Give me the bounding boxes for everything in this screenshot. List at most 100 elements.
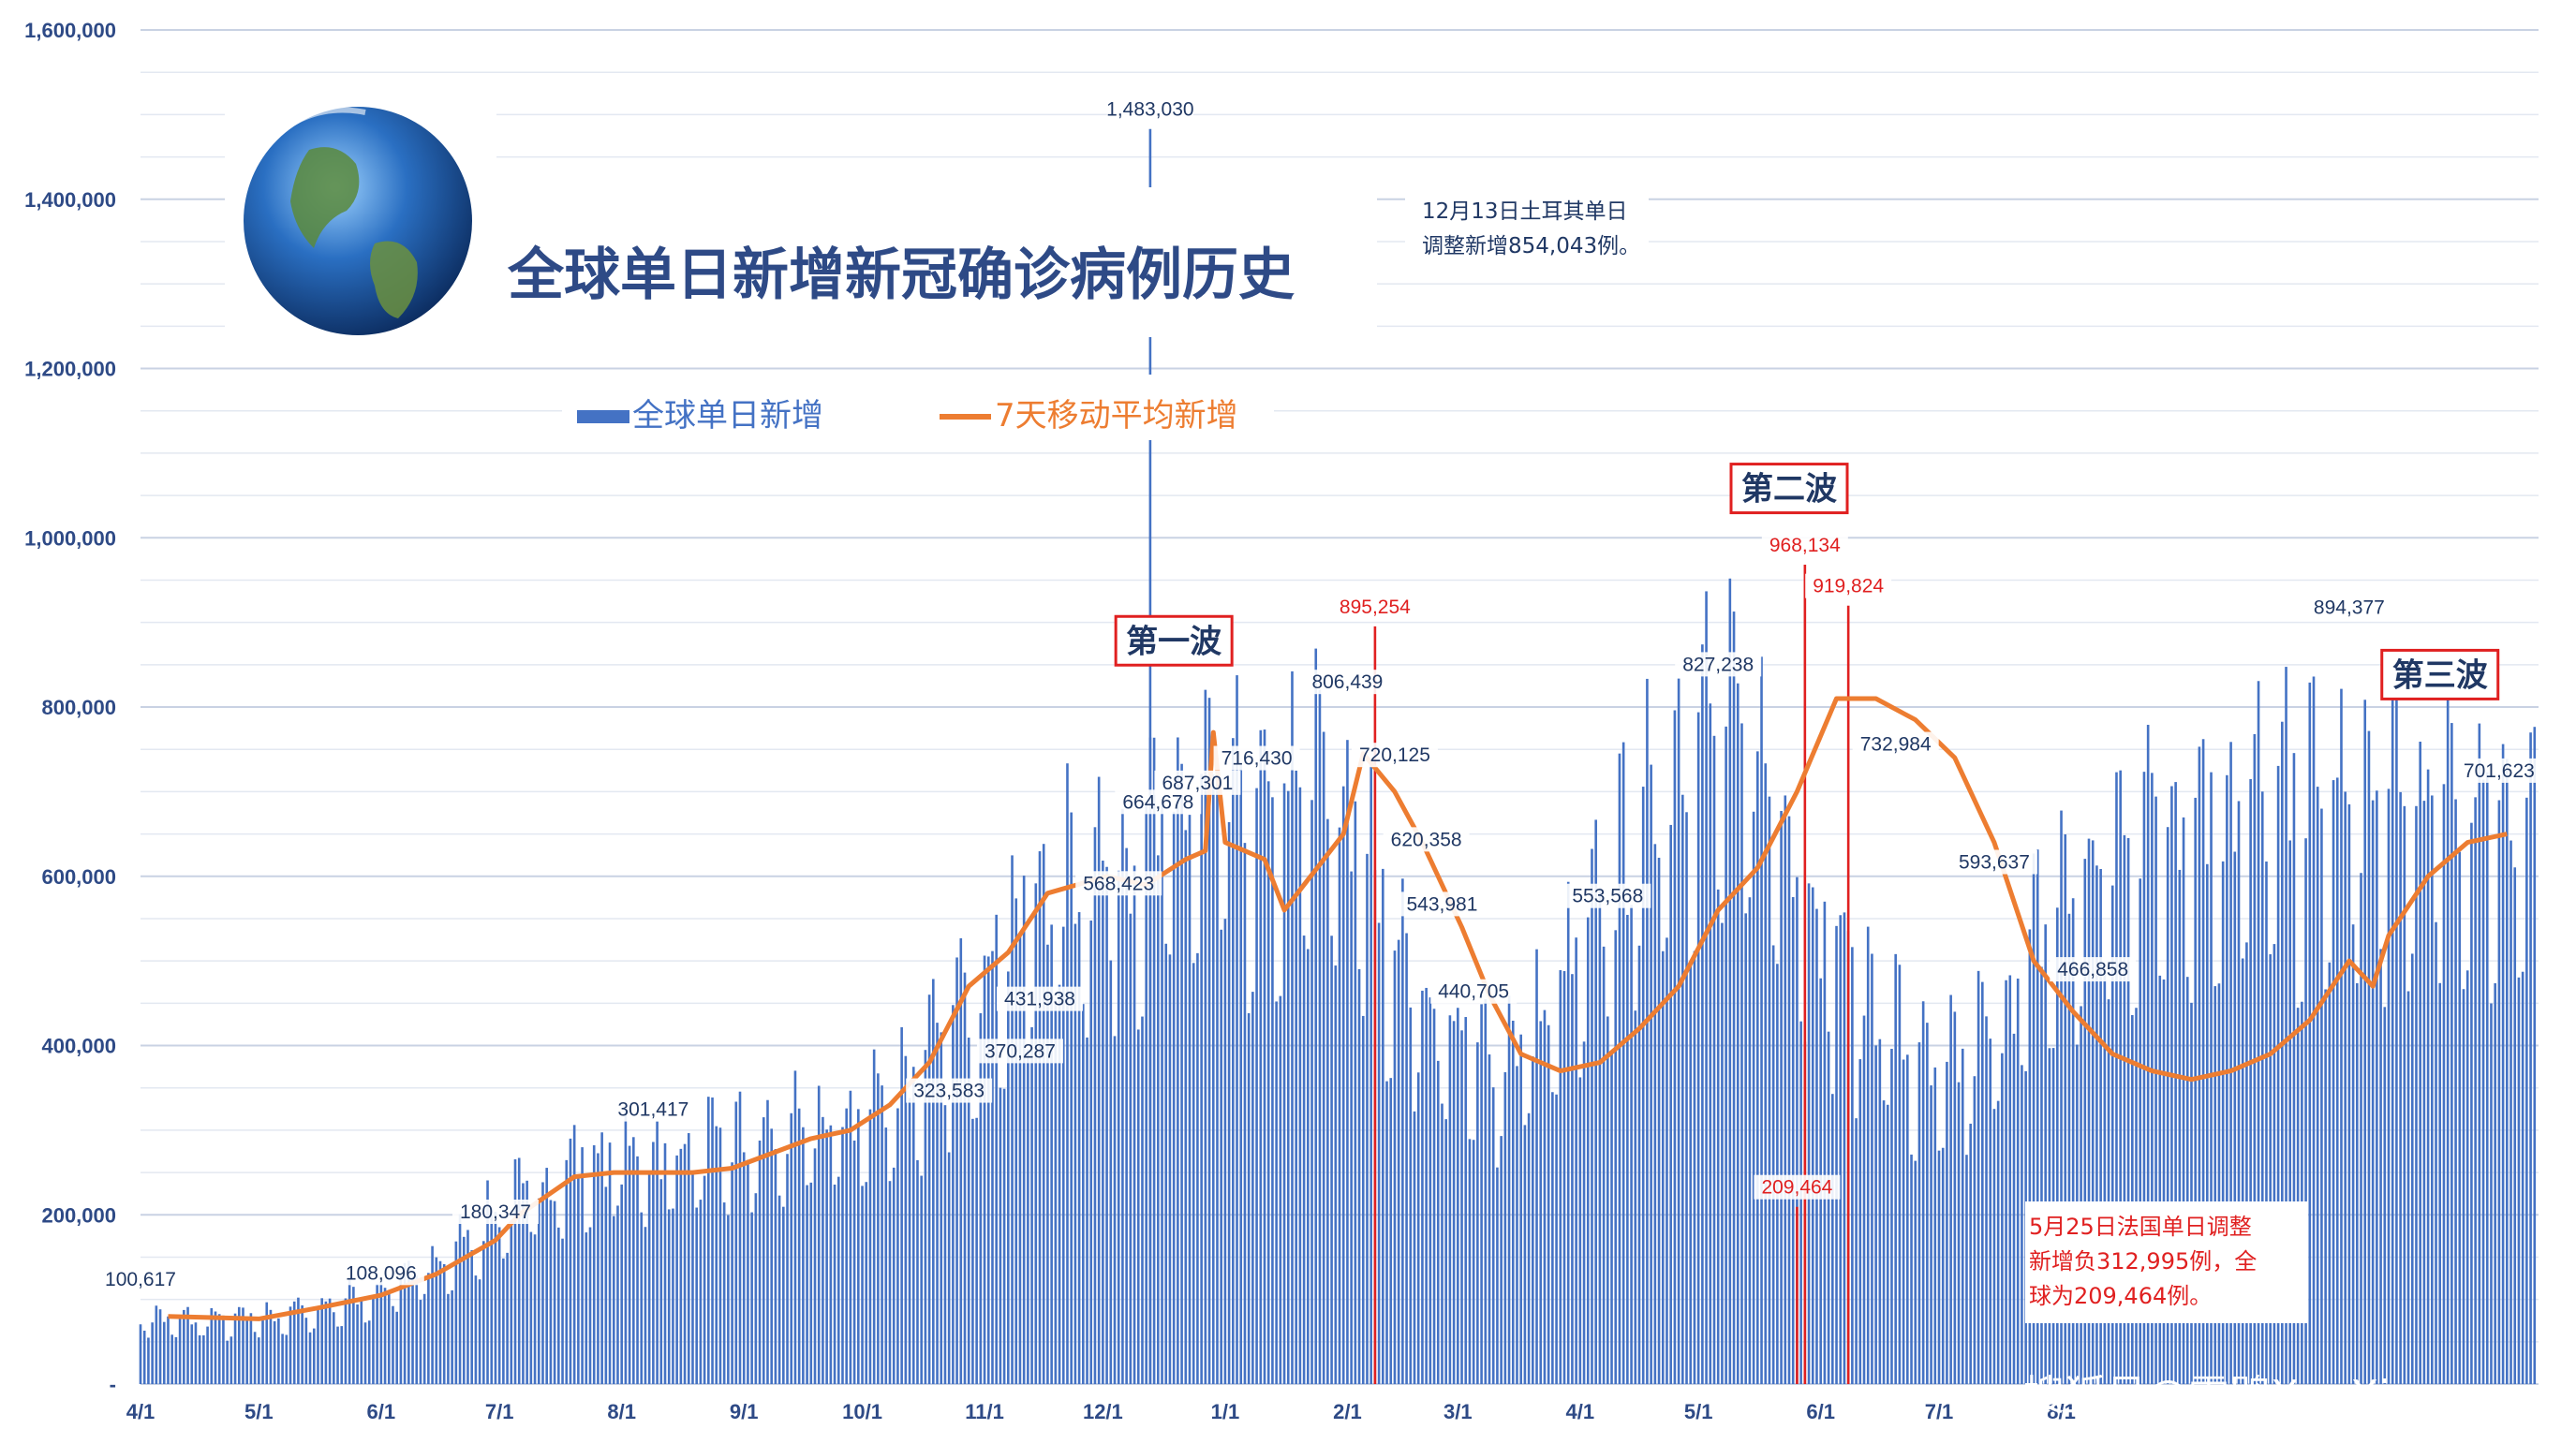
daily-bar bbox=[2115, 772, 2118, 1384]
daily-bar bbox=[2347, 803, 2351, 1384]
turkey-annotation: 12月13日土耳其单日 调整新增854,043例。 bbox=[1405, 187, 1649, 268]
daily-bar bbox=[447, 1293, 450, 1384]
daily-bar bbox=[707, 1097, 710, 1384]
daily-bar bbox=[1559, 970, 1562, 1384]
daily-bar bbox=[881, 1085, 883, 1384]
daily-bar bbox=[1981, 981, 1984, 1384]
daily-bar bbox=[367, 1320, 371, 1384]
daily-bar bbox=[2351, 924, 2355, 1384]
data-label: 701,623 bbox=[2464, 760, 2535, 782]
daily-bar bbox=[2257, 681, 2260, 1384]
daily-bar bbox=[340, 1326, 344, 1384]
daily-bar bbox=[644, 1227, 647, 1384]
daily-bar bbox=[1093, 827, 1097, 1384]
daily-bar bbox=[1086, 1037, 1088, 1384]
daily-bar bbox=[2241, 958, 2244, 1384]
x-tick-label: 5/1 bbox=[1684, 1400, 1713, 1423]
daily-bar bbox=[1637, 945, 1641, 1384]
daily-bar bbox=[190, 1324, 194, 1384]
daily-bar bbox=[1736, 683, 1740, 1384]
turkey-annotation-line-2: 调整新增854,043例。 bbox=[1422, 234, 1640, 258]
daily-bar bbox=[2438, 982, 2442, 1384]
daily-bar bbox=[2470, 822, 2473, 1384]
daily-bar bbox=[911, 1067, 915, 1384]
daily-bar bbox=[1921, 1001, 1925, 1384]
daily-bar bbox=[1357, 968, 1361, 1384]
daily-bar bbox=[242, 1307, 244, 1384]
daily-bar bbox=[1503, 1071, 1507, 1384]
daily-bar bbox=[663, 1142, 667, 1384]
daily-bar bbox=[2154, 796, 2157, 1384]
daily-bar bbox=[1152, 737, 1156, 1384]
data-label: 301,417 bbox=[617, 1099, 688, 1121]
daily-bar bbox=[1532, 1056, 1534, 1384]
daily-bar bbox=[2119, 770, 2122, 1384]
daily-bar bbox=[194, 1322, 198, 1384]
daily-bar bbox=[237, 1306, 241, 1384]
daily-bar bbox=[1851, 947, 1854, 1384]
data-label: 716,430 bbox=[1221, 748, 1293, 770]
daily-bar bbox=[2158, 975, 2162, 1384]
daily-bar bbox=[1236, 675, 1238, 1384]
data-label: 687,301 bbox=[1162, 773, 1233, 794]
data-label-backdrop bbox=[1399, 891, 1486, 917]
data-label-backdrop bbox=[1304, 670, 1391, 695]
daily-bar bbox=[222, 1315, 225, 1384]
daily-bar bbox=[577, 1178, 580, 1384]
daily-bar bbox=[979, 1012, 983, 1384]
title-backdrop bbox=[496, 187, 1377, 337]
daily-bar bbox=[963, 972, 967, 1384]
daily-bar bbox=[806, 1185, 808, 1384]
daily-bar bbox=[1129, 913, 1133, 1384]
daily-bar bbox=[1157, 855, 1160, 1384]
daily-bar bbox=[202, 1334, 205, 1384]
x-tick-label: 10/1 bbox=[842, 1400, 882, 1423]
daily-bar bbox=[2021, 1065, 2023, 1384]
daily-bar bbox=[1511, 1020, 1515, 1384]
daily-bar bbox=[2513, 867, 2517, 1384]
daily-bar bbox=[348, 1279, 351, 1384]
daily-bar bbox=[1666, 937, 1668, 1384]
daily-bar bbox=[1780, 810, 1783, 1384]
daily-bar bbox=[2281, 721, 2284, 1384]
daily-bar bbox=[2221, 861, 2225, 1384]
daily-bar bbox=[959, 937, 963, 1384]
daily-bar bbox=[1377, 922, 1381, 1384]
data-label-backdrop bbox=[976, 1039, 1063, 1064]
daily-bar bbox=[308, 1332, 312, 1384]
daily-bar bbox=[1457, 1008, 1459, 1384]
daily-bar bbox=[1551, 1092, 1554, 1384]
daily-bar bbox=[2213, 986, 2217, 1384]
data-label-backdrop bbox=[1351, 743, 1438, 768]
data-label-backdrop bbox=[452, 1200, 539, 1225]
daily-bar bbox=[762, 1117, 765, 1384]
daily-bar bbox=[920, 1175, 923, 1384]
daily-bar bbox=[1516, 1066, 1518, 1384]
daily-bar bbox=[1105, 866, 1108, 1384]
data-label-backdrop bbox=[610, 1097, 697, 1122]
daily-bar bbox=[672, 1208, 674, 1384]
daily-bar bbox=[1441, 1103, 1443, 1384]
daily-bar bbox=[2356, 982, 2359, 1384]
daily-bar bbox=[1807, 883, 1811, 1384]
daily-bar bbox=[442, 1263, 446, 1384]
data-label-backdrop bbox=[1675, 652, 1762, 677]
daily-bar bbox=[2229, 742, 2232, 1384]
daily-bar bbox=[155, 1305, 158, 1384]
daily-bar bbox=[2056, 907, 2059, 1384]
daily-bar bbox=[1136, 1029, 1140, 1384]
daily-bar bbox=[1764, 763, 1768, 1384]
daily-bar bbox=[1606, 1016, 1609, 1384]
daily-bar bbox=[1562, 971, 1566, 1384]
daily-bar bbox=[2107, 999, 2110, 1384]
daily-bar bbox=[383, 1288, 387, 1384]
legend-backdrop bbox=[562, 375, 1274, 440]
france-annotation-line-1: 5月25日法国单日调整 bbox=[2029, 1214, 2252, 1240]
y-axis-tick-labels: - 200,000 400,000 600,000 800,000 1,000,000 1,… bbox=[24, 19, 116, 1396]
daily-bar bbox=[1361, 1015, 1365, 1384]
daily-bar bbox=[975, 1117, 978, 1384]
daily-bar bbox=[2458, 851, 2462, 1384]
daily-bar bbox=[1117, 870, 1120, 1384]
daily-bar bbox=[2454, 799, 2457, 1384]
